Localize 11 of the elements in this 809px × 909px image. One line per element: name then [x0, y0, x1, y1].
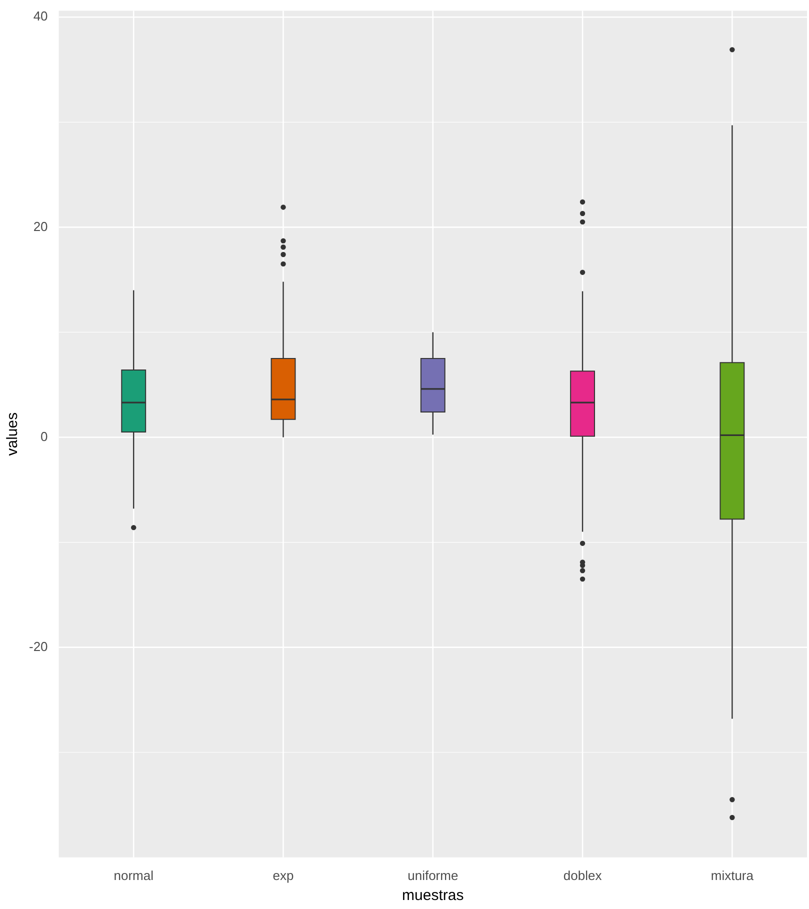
- x-tick-label: doblex: [563, 868, 602, 883]
- x-tick-label: exp: [272, 868, 294, 883]
- y-tick-label: 40: [33, 8, 48, 24]
- y-tick-label: 20: [33, 218, 48, 234]
- x-tick-label: mixtura: [710, 868, 754, 883]
- x-tick-label: normal: [114, 868, 154, 883]
- y-tick-label: -20: [28, 638, 48, 654]
- x-axis-title: muestras: [402, 887, 464, 904]
- y-axis-title: values: [4, 412, 22, 456]
- y-tick-label: 0: [40, 428, 48, 444]
- x-tick-label: uniforme: [408, 868, 458, 883]
